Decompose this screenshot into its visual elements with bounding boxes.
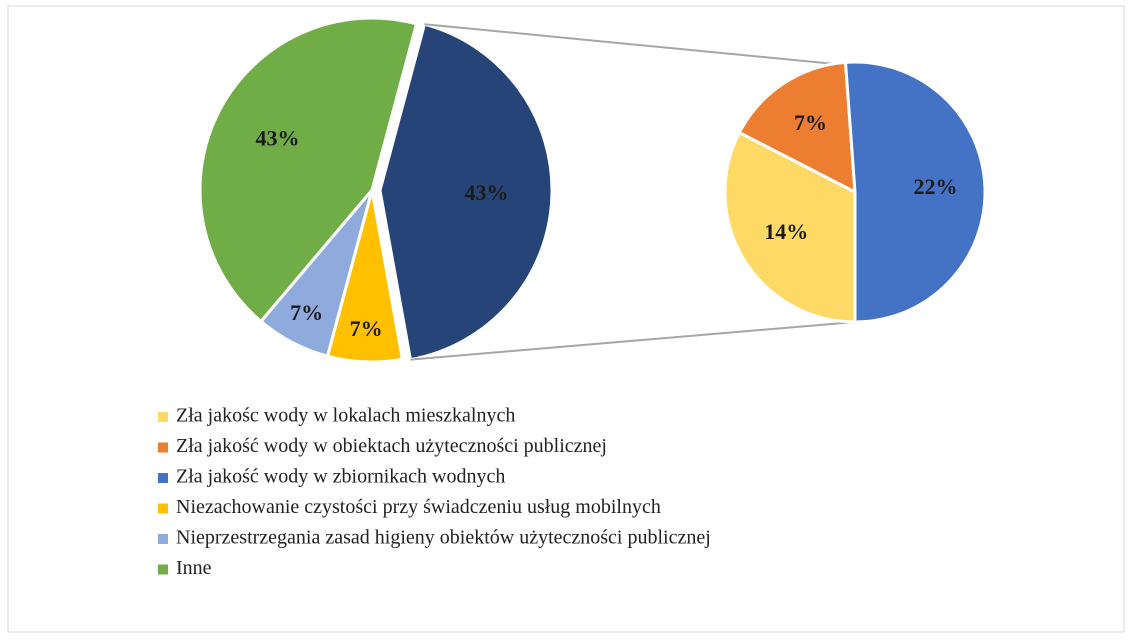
legend-swatch xyxy=(158,534,168,544)
percent-sign: % xyxy=(805,110,827,135)
data-label: 7% xyxy=(794,110,827,135)
percent-sign: % xyxy=(301,300,323,325)
data-label: 43% xyxy=(255,126,299,151)
pie-slice xyxy=(198,16,419,324)
percent-sign: % xyxy=(361,316,383,341)
legend-swatch xyxy=(158,412,168,422)
connector-line xyxy=(410,321,856,361)
connector-line xyxy=(424,23,836,65)
legend-label: Zła jakośc wody w lokalach mieszkalnych xyxy=(176,405,515,427)
data-label: 7% xyxy=(290,300,323,325)
percent-sign: % xyxy=(277,126,299,151)
data-label: 14% xyxy=(764,219,808,244)
legend-label: Zła jakość wody w zbiornikach wodnych xyxy=(176,466,505,488)
percent-sign: % xyxy=(487,180,509,205)
pie-slice xyxy=(843,60,987,324)
legend-label: Nieprzestrzegania zasad higieny obiektów… xyxy=(176,527,711,549)
data-label: 43% xyxy=(465,180,509,205)
legend-swatch xyxy=(158,564,168,575)
legend-label: Zła jakość wody w obiektach użyteczności… xyxy=(176,435,607,457)
legend-swatch xyxy=(158,503,168,514)
legend-swatch xyxy=(158,442,168,453)
legend-label: Niezachowanie czystości przy świadczeniu… xyxy=(176,496,661,518)
data-label: 7% xyxy=(350,316,383,341)
percent-sign: % xyxy=(936,174,958,199)
percent-sign: % xyxy=(786,219,808,244)
pie-slice xyxy=(378,22,554,362)
legend-label: Inne xyxy=(176,557,212,579)
data-label: 22% xyxy=(914,174,958,199)
pie-slice xyxy=(723,130,857,324)
legend-swatch xyxy=(158,473,168,483)
pie-slice xyxy=(737,60,857,195)
